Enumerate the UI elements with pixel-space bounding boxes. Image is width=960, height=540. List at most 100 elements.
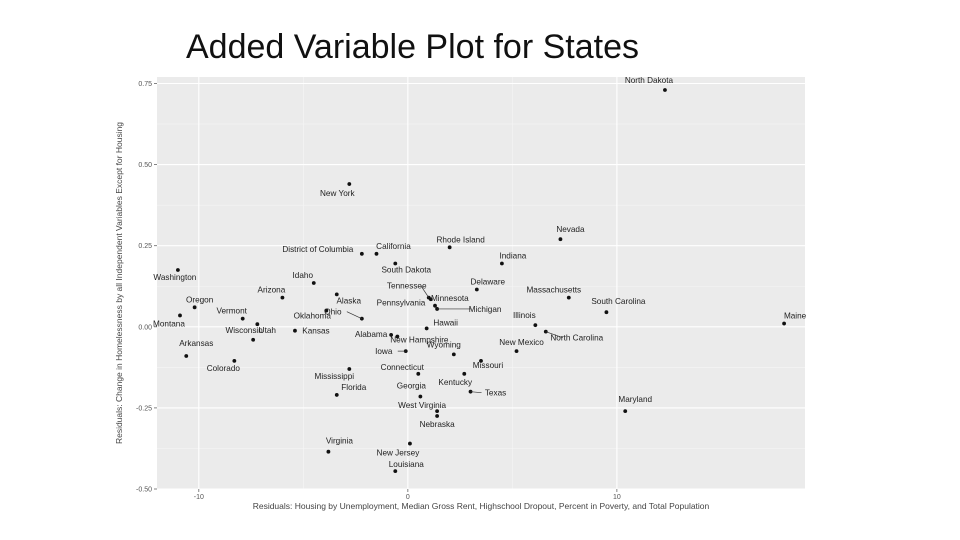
point-oregon xyxy=(192,305,197,310)
point-wyoming xyxy=(451,352,456,357)
point-maryland xyxy=(623,409,628,414)
grid-lines xyxy=(157,77,805,490)
point-north-dakota xyxy=(663,88,667,92)
x-axis-label: Residuals: Housing by Unemployment, Medi… xyxy=(253,501,710,511)
leader-line-ohio xyxy=(346,311,362,320)
point-district-of-columbia xyxy=(359,251,364,256)
point-label-tennessee: Tennessee xyxy=(387,282,427,291)
point-minnesota xyxy=(428,297,433,302)
point-delaware xyxy=(474,287,479,292)
point-maine xyxy=(782,321,786,326)
point-label-north-carolina: North Carolina xyxy=(550,334,603,343)
point-label-rhode-island: Rhode Island xyxy=(437,235,486,244)
point-virginia xyxy=(326,449,331,454)
point-label-arizona: Arizona xyxy=(258,286,286,295)
point-label-texas: Texas xyxy=(485,389,506,398)
point-label-iowa: Iowa xyxy=(375,347,393,356)
point-label-virginia: Virginia xyxy=(326,437,354,446)
point-label-new-mexico: New Mexico xyxy=(499,338,544,347)
point-louisiana xyxy=(393,469,398,474)
point-label-maryland: Maryland xyxy=(618,395,652,404)
point-label-west-virginia: West Virginia xyxy=(398,401,446,410)
point-missouri xyxy=(479,358,483,363)
point-label-utah: Utah xyxy=(259,326,277,335)
point-label-georgia: Georgia xyxy=(397,382,427,391)
point-arkansas xyxy=(184,354,189,358)
point-oklahoma xyxy=(324,308,329,313)
point-label-oregon: Oregon xyxy=(186,295,214,304)
slide-title: Added Variable Plot for States xyxy=(186,28,639,66)
y-tick-label: 0.25 xyxy=(138,243,152,250)
point-label-pennsylvania: Pennsylvania xyxy=(377,299,426,308)
plot-background xyxy=(157,77,805,489)
point-illinois xyxy=(533,323,538,328)
point-label-nebraska: Nebraska xyxy=(420,420,455,429)
point-labels: North Dakota New York Nevada Rhode Island Ca… xyxy=(153,76,807,469)
point-south-carolina xyxy=(604,310,609,315)
point-label-michigan: Michigan xyxy=(469,305,502,314)
leader-line-texas xyxy=(470,391,482,394)
point-florida xyxy=(334,393,339,397)
point-arizona xyxy=(280,295,285,300)
point-rhode-island xyxy=(447,245,452,250)
point-label-maine: Maine xyxy=(784,312,807,321)
axis-ticks: -10 0 10 -0.50 -0.25 0.00 0.25 0.50 0.75 xyxy=(136,81,621,501)
point-label-louisiana: Louisiana xyxy=(389,460,424,469)
x-tick-label: 10 xyxy=(613,494,621,501)
point-label-idaho: Idaho xyxy=(293,271,314,280)
leader-line-north-carolina xyxy=(545,331,563,338)
point-label-oklahoma: Oklahoma xyxy=(294,312,332,321)
point-label-illinois: Illinois xyxy=(513,311,536,320)
x-tick-label: 0 xyxy=(406,494,410,501)
point-label-hawaii: Hawaii xyxy=(433,318,458,327)
point-label-wyoming: Wyoming xyxy=(427,340,461,349)
point-label-alabama: Alabama xyxy=(355,330,388,339)
point-label-alaska: Alaska xyxy=(336,296,361,305)
point-new-york xyxy=(347,182,352,186)
point-label-vermont: Vermont xyxy=(216,307,247,316)
point-west-virginia xyxy=(435,409,440,414)
point-label-new-hampshire: New Hampshire xyxy=(390,336,449,345)
point-alaska xyxy=(334,292,339,297)
point-label-colorado: Colorado xyxy=(207,364,241,373)
point-label-washington: Washington xyxy=(153,273,196,282)
point-georgia xyxy=(418,394,423,399)
point-label-wisconsin: Wisconsin xyxy=(225,326,263,335)
point-label-kentucky: Kentucky xyxy=(438,378,473,387)
point-kansas xyxy=(293,328,297,333)
point-label-california: California xyxy=(376,242,411,251)
point-kentucky xyxy=(462,371,467,376)
point-label-district-of-columbia: District of Columbia xyxy=(282,245,353,254)
point-label-new-york: New York xyxy=(320,189,355,198)
point-hawaii xyxy=(424,326,429,331)
point-label-massachusetts: Massachusetts xyxy=(526,286,581,295)
point-california xyxy=(374,251,379,256)
point-nevada xyxy=(558,237,563,242)
point-label-arkansas: Arkansas xyxy=(179,339,213,348)
point-north-carolina xyxy=(543,329,548,334)
y-tick-label: 0.00 xyxy=(138,324,152,331)
point-label-south-carolina: South Carolina xyxy=(591,297,646,306)
point-label-north-dakota: North Dakota xyxy=(625,76,674,85)
point-new-mexico xyxy=(514,349,519,354)
point-label-indiana: Indiana xyxy=(499,252,526,261)
point-label-south-dakota: South Dakota xyxy=(381,266,431,275)
point-wisconsin xyxy=(251,337,256,342)
leader-line-tennessee xyxy=(420,285,430,298)
point-colorado xyxy=(232,358,237,363)
point-connecticut xyxy=(416,371,421,376)
point-label-delaware: Delaware xyxy=(471,277,506,286)
point-label-missouri: Missouri xyxy=(473,361,504,370)
point-mississippi xyxy=(347,367,352,371)
point-montana xyxy=(178,313,182,318)
point-nebraska xyxy=(435,414,440,418)
point-label-florida: Florida xyxy=(341,383,366,392)
point-label-ohio: Ohio xyxy=(324,308,342,317)
point-south-dakota xyxy=(393,261,398,266)
y-tick-label: 0.50 xyxy=(138,162,152,169)
point-indiana xyxy=(500,261,504,266)
data-points xyxy=(176,88,786,474)
point-label-montana: Montana xyxy=(153,319,185,328)
point-pennsylvania xyxy=(433,303,437,308)
